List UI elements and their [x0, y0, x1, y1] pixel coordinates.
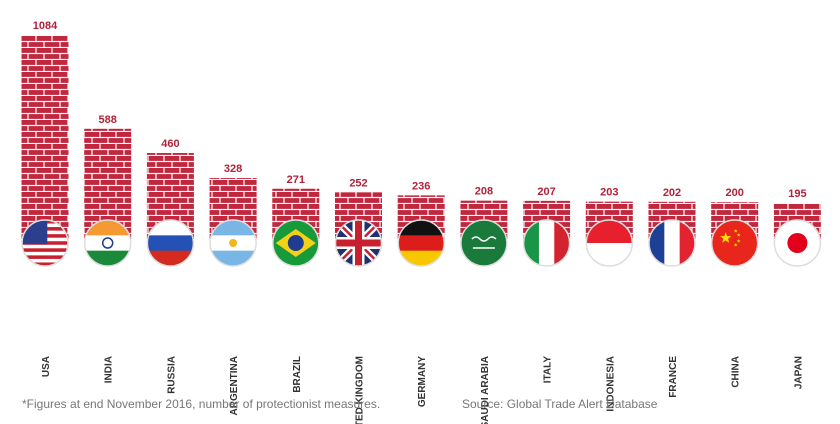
value-label: 588 — [99, 114, 117, 126]
flag-part — [101, 237, 114, 249]
flag-part — [398, 220, 445, 236]
flag-part — [22, 258, 68, 263]
value-label: 252 — [349, 177, 367, 189]
category-label: FRANCE — [668, 356, 679, 398]
flag-part — [287, 235, 304, 251]
bars: 1084 USA 588 INDIA 460 RUSSIA 328 ARGENTINA 271 B… — [21, 20, 822, 424]
category-label: CHINA — [731, 356, 742, 388]
category-label: RUSSIA — [166, 356, 177, 394]
flag-border — [83, 219, 132, 267]
value-label: 236 — [412, 180, 430, 192]
flag-border — [522, 219, 571, 267]
flag-border — [272, 219, 320, 267]
flag-part — [523, 220, 540, 266]
flag-part — [22, 248, 68, 253]
flag-part — [736, 239, 741, 243]
flag — [774, 220, 821, 266]
value-label: 1084 — [33, 20, 58, 32]
value-label: 207 — [537, 186, 555, 198]
category-label: JAPAN — [793, 356, 804, 389]
category-label: INDONESIA — [605, 356, 616, 412]
flag-part — [787, 233, 808, 253]
source: Source: Global Trade Alert Database — [462, 397, 658, 411]
value-label: 202 — [663, 187, 681, 199]
flag-part — [586, 243, 633, 266]
flag-border — [585, 219, 634, 267]
value-label: 203 — [600, 187, 618, 199]
flag-part — [711, 220, 758, 266]
flag-part — [22, 262, 68, 266]
flag — [711, 220, 758, 266]
flag-part — [22, 255, 68, 260]
category-label: GERMANY — [417, 356, 428, 407]
flag-border — [21, 219, 69, 267]
footnote: *Figures at end November 2016, number of… — [22, 397, 380, 411]
flag — [586, 220, 633, 266]
flag-part — [720, 232, 732, 243]
flag-part — [84, 220, 131, 236]
flag-part — [649, 220, 665, 266]
category-label: USA — [41, 356, 52, 377]
value-label: 328 — [224, 163, 242, 175]
flag-part — [664, 220, 681, 266]
flag-part — [538, 220, 555, 266]
category-label: UNITED KINGDOM — [355, 356, 366, 424]
flag-border — [648, 219, 696, 267]
flag-part — [398, 235, 445, 252]
flag — [460, 220, 507, 266]
flag-part — [147, 235, 194, 252]
flag-border — [710, 219, 759, 267]
flag-part — [355, 220, 362, 266]
flag-part — [736, 233, 741, 237]
flag-part — [733, 229, 738, 233]
flag-border — [146, 219, 195, 267]
flag-border — [773, 219, 822, 267]
flag-part — [147, 220, 194, 236]
category-label: SAUDI ARABIA — [480, 356, 491, 424]
category-label: INDIA — [104, 356, 115, 383]
value-label: 200 — [726, 187, 744, 199]
flag-part — [733, 243, 738, 247]
flag — [335, 220, 382, 266]
flag-border — [460, 219, 508, 267]
flag-part — [229, 239, 238, 247]
category-label: ARGENTINA — [229, 356, 240, 415]
flag-part — [84, 235, 131, 252]
flag-part — [210, 220, 257, 236]
flag-border — [209, 219, 257, 267]
value-label: 271 — [287, 174, 305, 186]
flag-part — [586, 220, 633, 244]
bar — [21, 35, 69, 240]
value-label: 208 — [475, 186, 493, 198]
flag-part — [22, 251, 68, 256]
flag-part — [471, 236, 497, 242]
category-label: ITALY — [543, 356, 554, 384]
value-label: 460 — [161, 138, 179, 150]
flag-part — [460, 220, 507, 266]
flag-part — [22, 244, 68, 249]
flag-border — [397, 219, 445, 267]
category-label: BRAZIL — [292, 356, 303, 393]
flag — [649, 220, 695, 266]
flag — [272, 220, 319, 266]
value-label: 195 — [788, 188, 806, 200]
flag-border — [334, 219, 383, 267]
